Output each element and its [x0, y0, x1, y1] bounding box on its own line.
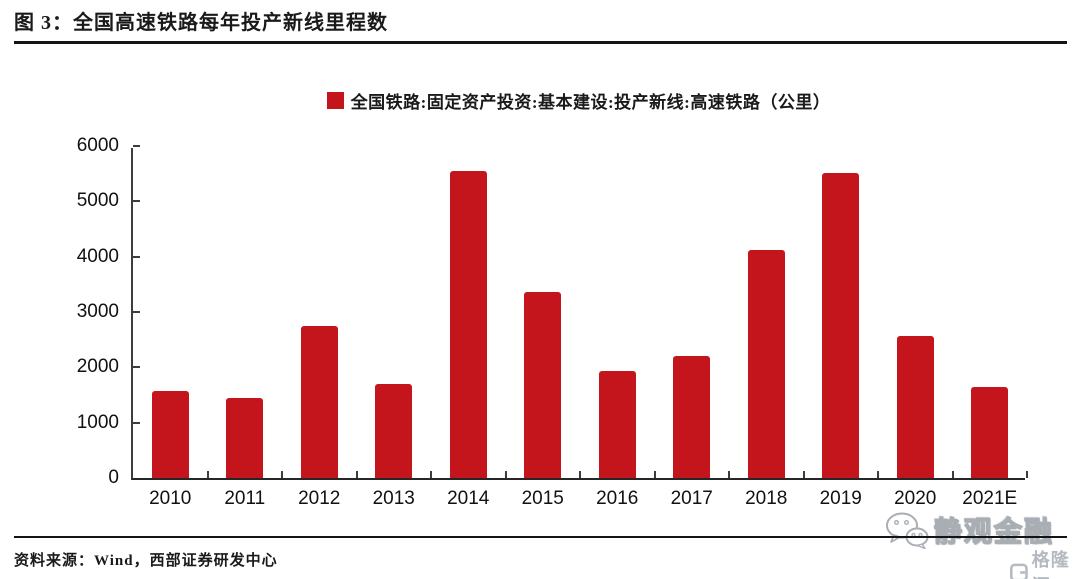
- x-axis-label: 2014: [447, 488, 490, 509]
- x-axis-label: 2016: [596, 488, 639, 509]
- bar-2011: [226, 397, 264, 478]
- y-axis-label: 5000: [76, 190, 119, 212]
- x-axis-tick: [653, 471, 656, 478]
- wechat-icon: [886, 512, 929, 549]
- figure-title: 图 3：全国高速铁路每年投产新线里程数: [14, 12, 388, 34]
- bar-2010: [151, 390, 189, 478]
- legend-marker-square: [326, 92, 344, 109]
- gelonghui-logo-icon: [1010, 563, 1028, 579]
- y-axis-tick: [133, 311, 140, 313]
- x-axis-label: 2018: [745, 488, 788, 509]
- y-axis-tick: [133, 255, 140, 258]
- y-axis-label: 3000: [76, 301, 119, 322]
- x-axis-tick: [355, 471, 358, 478]
- bar-2019: [822, 172, 860, 478]
- bar-2017: [673, 355, 711, 478]
- source-note: 资料来源：Wind，西部证券研发中心: [14, 553, 278, 569]
- x-axis-label: 2011: [224, 488, 266, 509]
- bar-2015: [524, 292, 562, 478]
- x-axis-label: 2015: [521, 488, 564, 509]
- x-axis-tick: [430, 471, 432, 478]
- y-axis-label: 4000: [76, 245, 119, 267]
- wechat-watermark-text: 静观金融: [933, 516, 1055, 548]
- x-axis-tick: [877, 471, 879, 478]
- x-axis-label: 2010: [149, 488, 192, 509]
- legend-label: 全国铁路:固定资产投资:基本建设:投产新线:高速铁路（公里）: [350, 93, 831, 112]
- plot-area: 2010 2011 2012 2013 2014 2015 2016 2017 2018 2019…: [77, 135, 1028, 509]
- x-axis-tick: [951, 471, 954, 478]
- x-axis-label: 2017: [670, 488, 713, 509]
- x-axis-label: 2019: [819, 488, 862, 509]
- title-divider: [14, 41, 1067, 44]
- x-axis-tick: [206, 471, 209, 478]
- bar-2012: [300, 325, 338, 478]
- x-axis-tick: [1026, 471, 1028, 478]
- x-axis-tick: [802, 471, 805, 478]
- bar-2013: [375, 383, 413, 478]
- y-axis-tick: [133, 200, 140, 203]
- source-divider: [14, 536, 1067, 538]
- wechat-watermark: 静观金融: [884, 510, 1054, 550]
- x-axis-tick: [579, 471, 581, 478]
- gelonghui-watermark: 格隆汇: [1010, 546, 1080, 579]
- bar-2018: [747, 250, 785, 478]
- x-axis-tick: [504, 471, 507, 478]
- x-axis-label: 2021E: [962, 488, 1018, 509]
- y-axis-tick: [133, 145, 140, 147]
- gelonghui-watermark-text: 格隆汇: [1031, 550, 1070, 579]
- x-axis-label: 2013: [372, 488, 415, 509]
- y-axis-tick: [133, 421, 140, 424]
- bar-2021E: [971, 386, 1009, 478]
- y-axis-label: 1000: [76, 411, 119, 433]
- chart-legend: 全国铁路:固定资产投资:基本建设:投产新线:高速铁路（公里）: [131, 88, 1026, 113]
- y-axis-tick: [133, 366, 140, 369]
- bar-2016: [598, 371, 636, 478]
- y-axis-label: 6000: [76, 135, 119, 156]
- x-axis-tick: [281, 471, 283, 478]
- x-axis-tick: [728, 471, 730, 478]
- bar-2020: [896, 336, 934, 478]
- x-axis-label: 2012: [298, 488, 341, 509]
- y-axis-label: 2000: [76, 356, 119, 378]
- bar-2014: [449, 171, 487, 478]
- x-axis-label: 2020: [894, 488, 937, 509]
- y-axis-label: 0: [108, 467, 119, 488]
